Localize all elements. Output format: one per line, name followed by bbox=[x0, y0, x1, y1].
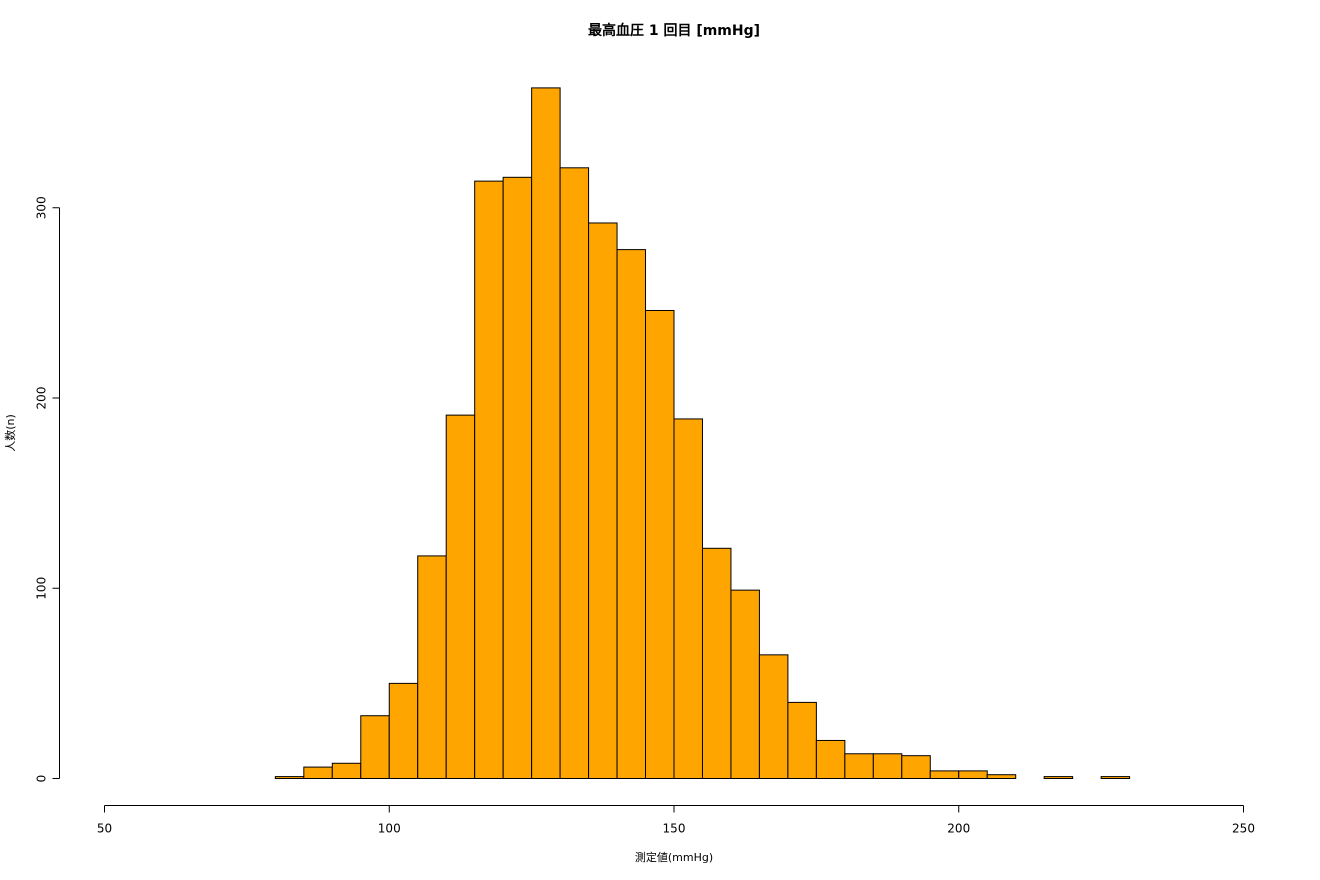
histogram-bar bbox=[1043, 776, 1074, 779]
histogram-bar bbox=[872, 753, 903, 780]
histogram-bar bbox=[559, 167, 590, 780]
x-tick-label: 200 bbox=[947, 822, 970, 836]
histogram-bar bbox=[1100, 776, 1131, 779]
histogram-bar bbox=[958, 770, 988, 780]
histogram-bar bbox=[445, 414, 476, 779]
histogram-bar bbox=[274, 776, 305, 779]
y-tick-label: 100 bbox=[35, 577, 49, 600]
x-tick-label: 50 bbox=[97, 822, 112, 836]
histogram-bar bbox=[502, 176, 533, 779]
y-tick-label: 200 bbox=[35, 387, 49, 410]
chart-title: 最高血圧 1 回目 [mmHg] bbox=[588, 22, 760, 39]
histogram-bar bbox=[844, 753, 874, 780]
histogram-bar bbox=[645, 309, 675, 779]
histogram-bar bbox=[303, 766, 333, 780]
histogram-bar bbox=[815, 739, 846, 780]
histogram-bar bbox=[758, 654, 789, 780]
y-tick-label: 300 bbox=[35, 196, 49, 219]
histogram-bar bbox=[360, 715, 390, 779]
histogram-bars bbox=[274, 87, 1131, 780]
x-tick-label: 100 bbox=[378, 822, 401, 836]
x-axis-title: 測定値(mmHg) bbox=[635, 850, 713, 864]
histogram-bar bbox=[730, 589, 760, 780]
histogram-bar bbox=[588, 222, 618, 780]
histogram-bar bbox=[388, 682, 419, 780]
histogram-bar bbox=[787, 701, 817, 780]
histogram-bar bbox=[331, 762, 362, 780]
histogram-bar bbox=[417, 555, 447, 779]
histogram-bar bbox=[616, 249, 647, 780]
histogram-bar bbox=[474, 180, 504, 779]
histogram-bar bbox=[531, 87, 561, 779]
histogram-bar bbox=[986, 774, 1017, 780]
histogram-bar bbox=[673, 418, 703, 779]
histogram-bar bbox=[901, 755, 931, 779]
x-tick-label: 250 bbox=[1232, 822, 1255, 836]
y-tick-label: 0 bbox=[35, 775, 49, 783]
y-axis-title: 人数(n) bbox=[4, 414, 17, 452]
histogram-bar bbox=[701, 547, 732, 779]
y-axis: 0 100 200 300 bbox=[35, 196, 60, 782]
x-axis: 50 100 150 200 250 bbox=[97, 805, 1255, 836]
x-tick-label: 150 bbox=[663, 822, 686, 836]
histogram-bar bbox=[929, 770, 960, 780]
